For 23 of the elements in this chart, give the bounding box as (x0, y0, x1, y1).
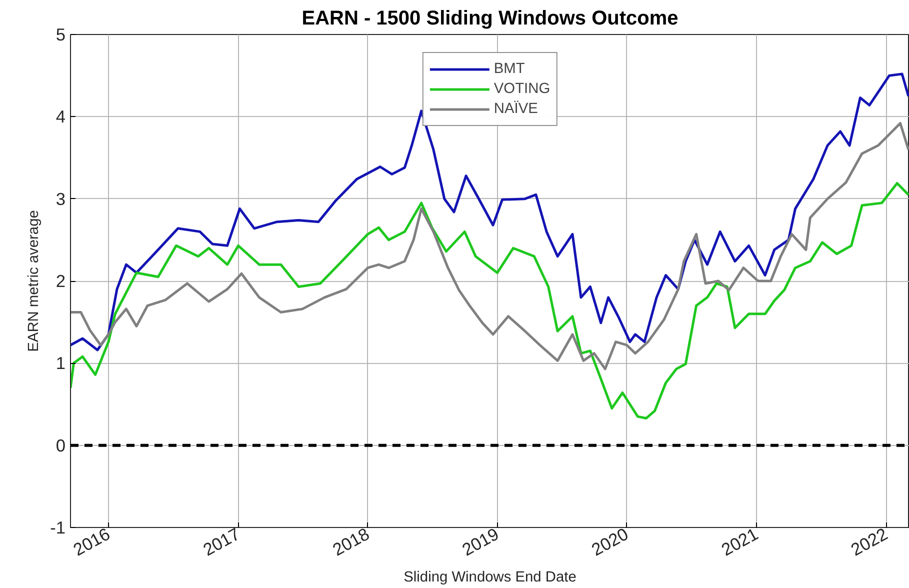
x-tick-label: 2021 (718, 524, 762, 560)
line-series (70, 182, 909, 420)
x-tick-label: 2022 (847, 524, 891, 560)
legend-label: VOTING (494, 81, 550, 97)
y-tick-label: 4 (56, 106, 66, 127)
y-tick-label: 2 (56, 271, 66, 291)
x-tick-label: 2020 (588, 524, 632, 560)
y-tick-label: 5 (56, 24, 66, 44)
x-axis-title: Sliding Windows End Date (404, 570, 576, 586)
legend-label: NAÏVE (494, 101, 538, 117)
chart-title: EARN - 1500 Sliding Windows Outcome (302, 8, 678, 30)
line-series (70, 122, 909, 370)
legend-label: BMT (494, 61, 525, 77)
x-tick-label: 2018 (329, 524, 373, 560)
y-tick-label: 3 (56, 188, 66, 209)
y-axis-title: EARN metric average (26, 210, 42, 352)
x-tick-label: 2016 (70, 524, 114, 560)
y-tick-label: -1 (50, 518, 66, 538)
x-tick-label: 2017 (200, 524, 244, 560)
line-series (70, 72, 909, 352)
x-tick-label: 2019 (458, 524, 502, 560)
y-tick-label: 0 (56, 435, 66, 456)
y-tick-label: 1 (56, 353, 66, 374)
